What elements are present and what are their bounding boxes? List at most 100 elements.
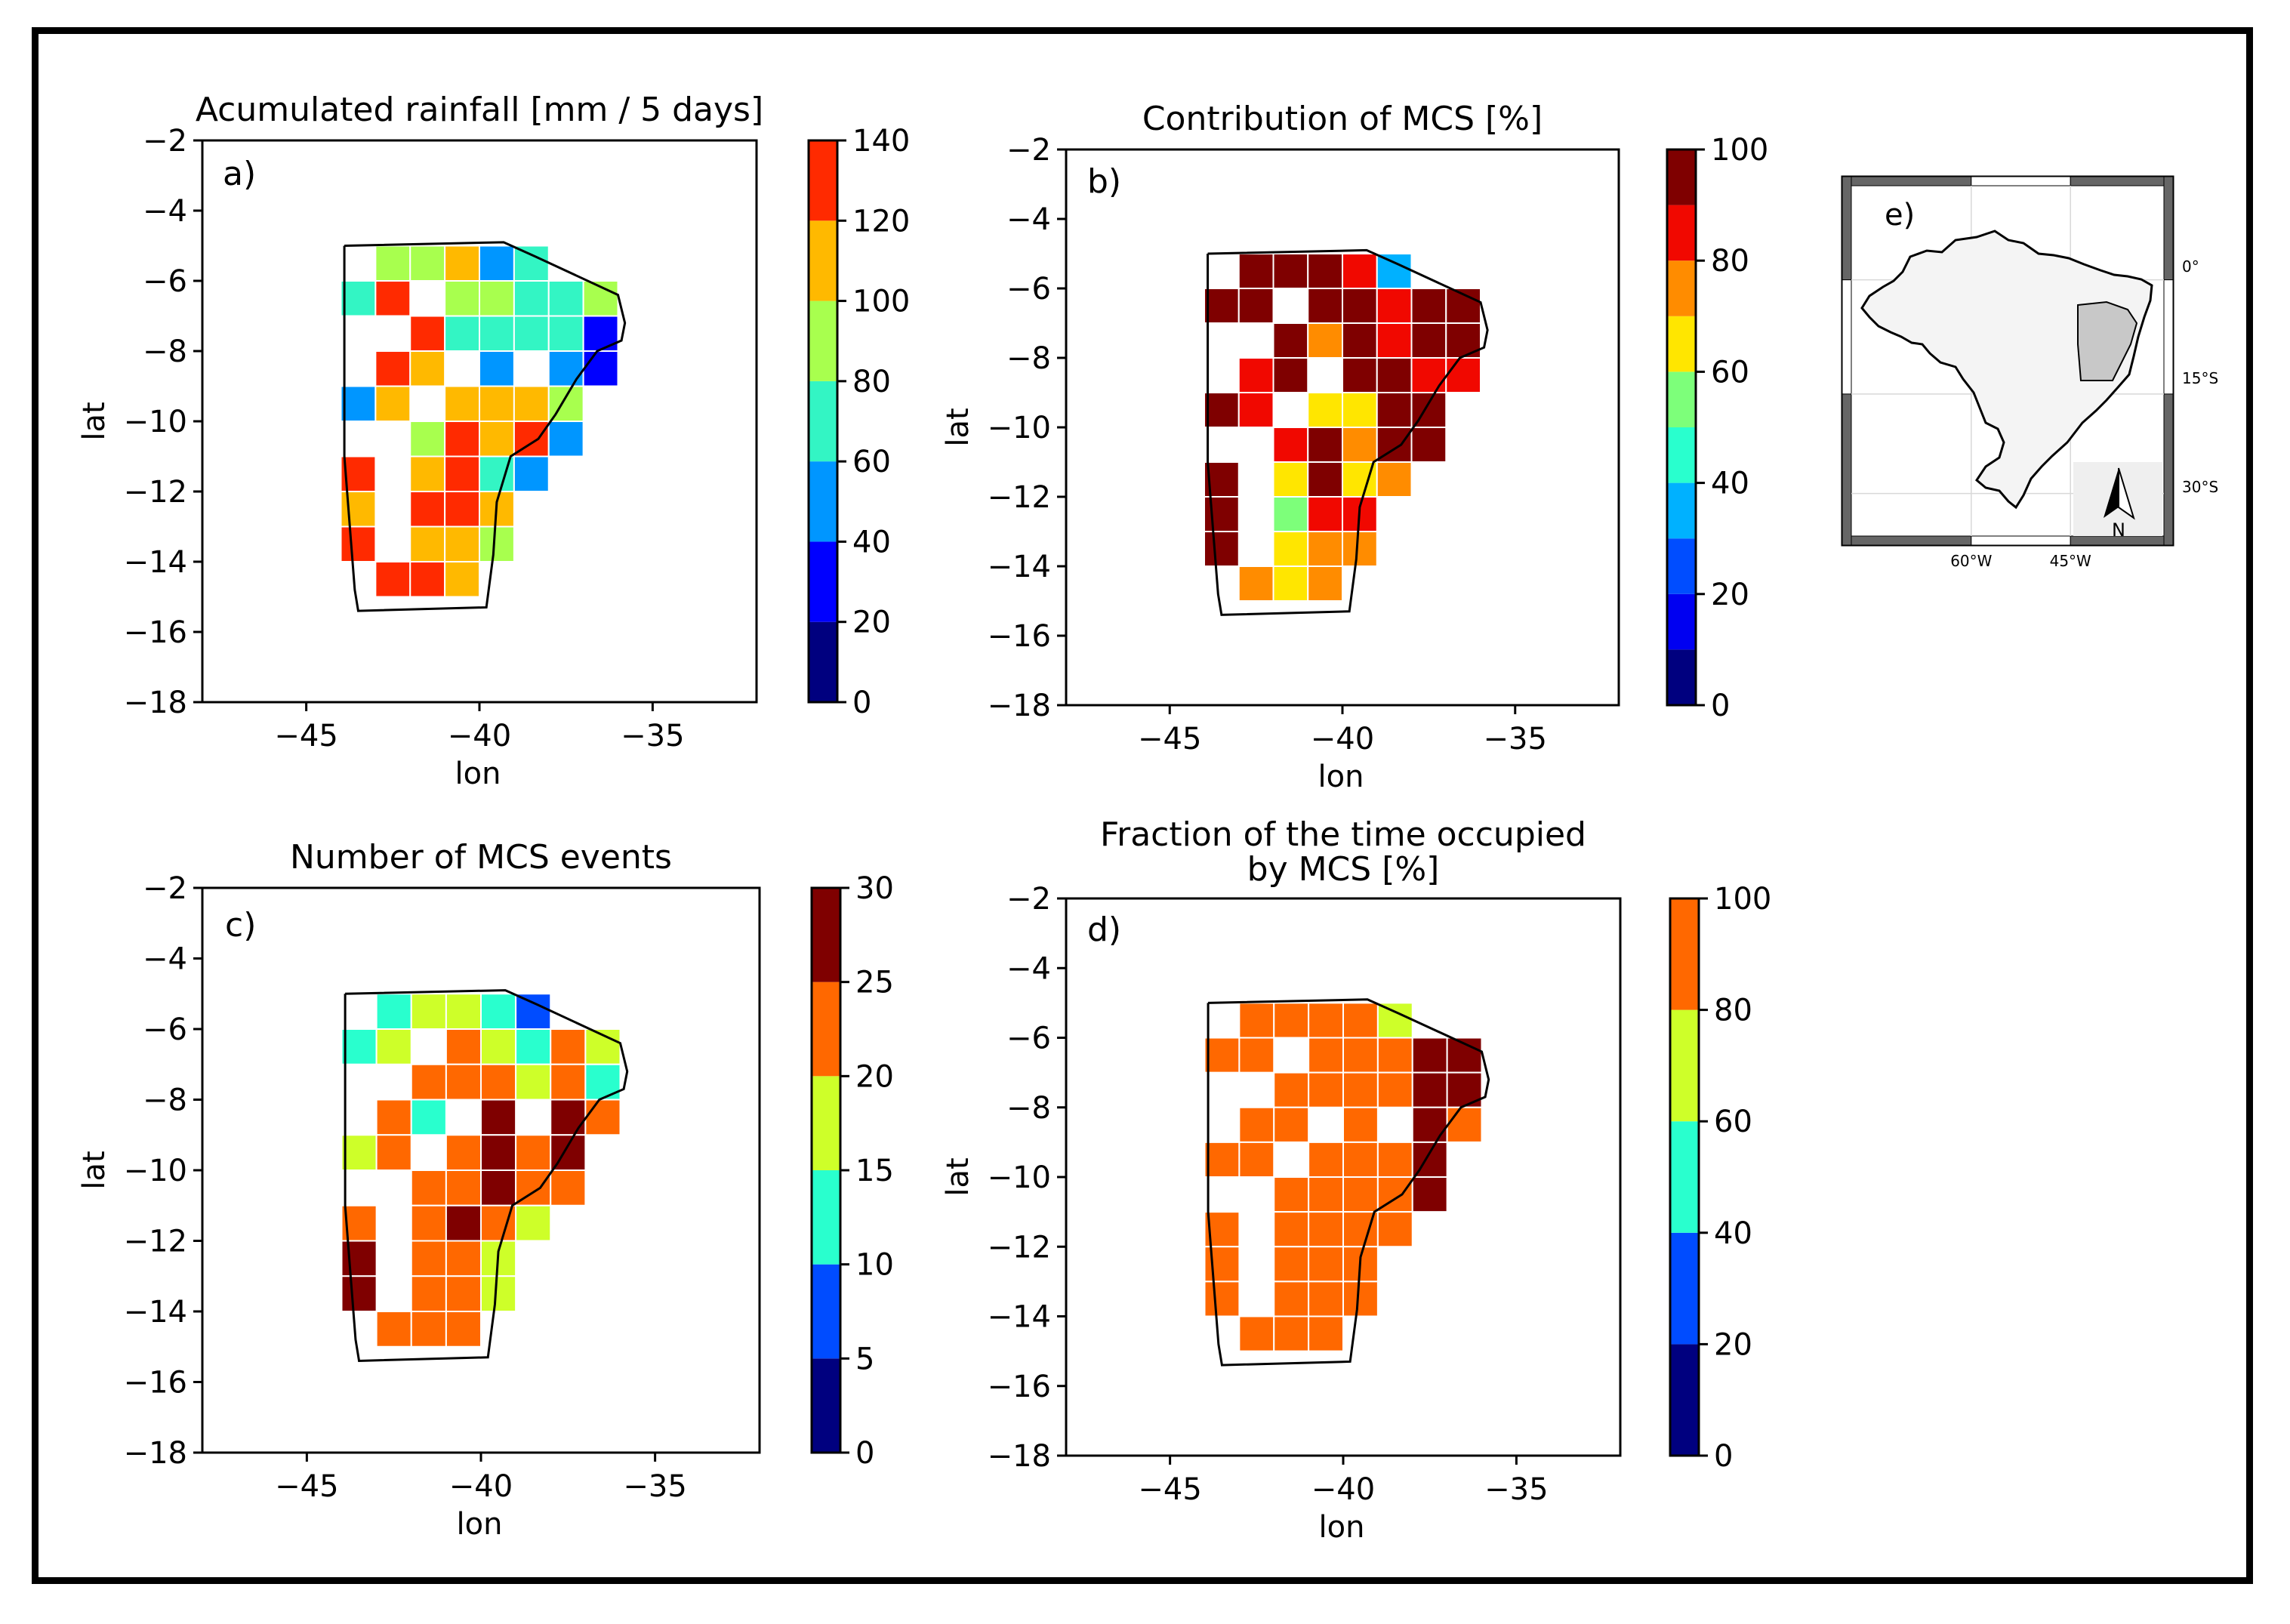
x-axis-label: lon: [455, 757, 501, 791]
x-tick-label: −40: [449, 1469, 513, 1504]
colorbar-tick-label: 30: [855, 871, 894, 906]
grid-cell: [1376, 357, 1413, 393]
colorbar-segment: [1670, 1009, 1699, 1122]
grid-cell: [444, 561, 480, 598]
panel-label: e): [1885, 198, 1915, 233]
grid-cell: [513, 280, 550, 317]
grid-cell: [409, 350, 446, 387]
colorbar-tick-label: 20: [855, 1059, 894, 1094]
grid-cell: [340, 280, 377, 317]
y-axis-label: lat: [941, 408, 975, 446]
grid-cell: [479, 421, 515, 458]
colorbar-tick-label: 20: [1714, 1327, 1752, 1362]
grid-cell: [409, 525, 446, 562]
y-tick-label: −8: [143, 1083, 187, 1118]
grid-cell: [1342, 427, 1378, 463]
grid-cell: [1238, 1315, 1275, 1352]
grid-cell: [410, 993, 447, 1030]
colorbar-tick-label: 120: [852, 204, 910, 239]
y-tick-label: −16: [124, 615, 187, 650]
grid-cell: [1204, 496, 1240, 532]
colorbar-segment: [1667, 427, 1696, 483]
grid-cell: [1445, 322, 1481, 359]
grid-cell: [1307, 427, 1343, 463]
colorbar-segment: [1667, 538, 1696, 594]
colorbar-segment: [809, 381, 837, 462]
grid-cell: [550, 1099, 587, 1136]
grid-cell: [1376, 1071, 1413, 1108]
colorbar-segment: [1667, 316, 1696, 372]
colorbar-frame: [1669, 897, 1700, 1457]
grid-cell: [1238, 1037, 1275, 1074]
grid-cell: [479, 245, 515, 282]
colorbar-segment: [1667, 482, 1696, 539]
grid-cell: [513, 315, 550, 352]
grid-cell: [341, 1028, 378, 1065]
grid-cell: [1342, 1106, 1379, 1143]
grid-cell: [480, 1028, 517, 1065]
region-outline: [1207, 248, 1489, 616]
grid-cell: [374, 561, 411, 598]
grid-cell: [1411, 1141, 1448, 1178]
x-tick-label: −35: [623, 1469, 686, 1504]
grid-cell: [1273, 1071, 1310, 1108]
grid-cell: [550, 1063, 587, 1101]
grid-cell: [375, 1311, 412, 1348]
grid-cell: [444, 525, 480, 562]
colorbar-segment: [1667, 205, 1696, 261]
grid-cell: [1273, 1280, 1310, 1317]
grid-cell: [1204, 1141, 1241, 1178]
colorbar-segment: [809, 220, 837, 301]
grid-cell: [374, 280, 411, 317]
grid-cell: [445, 993, 482, 1030]
grid-cell: [515, 1063, 552, 1101]
colorbar-segment: [1667, 649, 1696, 705]
x-tick-label: −40: [448, 719, 511, 753]
y-tick-label: −18: [124, 1436, 187, 1471]
y-tick-label: −10: [988, 1160, 1051, 1195]
grid-cell: [1272, 357, 1309, 393]
grid-cell: [1342, 392, 1378, 428]
inset-border-segment: [2163, 176, 2174, 281]
grid-cell: [515, 1134, 552, 1171]
x-tick-label: −40: [1311, 722, 1374, 757]
y-tick-label: −14: [988, 550, 1051, 584]
region-outline: [343, 241, 627, 612]
grid-cell: [1273, 1315, 1310, 1352]
grid-cell: [1307, 461, 1343, 498]
grid-cell: [444, 421, 480, 458]
grid-cell: [1445, 357, 1481, 393]
grid-cell: [1342, 288, 1378, 324]
y-tick-label: −18: [988, 689, 1051, 723]
x-axis-label: lon: [457, 1507, 503, 1542]
grid-cell: [374, 350, 411, 387]
grid-cell: [445, 1028, 482, 1065]
colorbar-tick-label: 25: [855, 966, 894, 1000]
chart-title: Contribution of MCS [%]: [1142, 100, 1543, 138]
colorbar-segment: [1670, 1344, 1699, 1456]
grid-cell: [1237, 565, 1274, 602]
y-tick-label: −6: [143, 1012, 187, 1047]
grid-cell: [515, 1169, 552, 1206]
lat-label: 15°S: [2182, 369, 2218, 387]
grid-cell: [1273, 1106, 1310, 1143]
grid-cell: [1308, 1071, 1344, 1108]
y-tick-label: −2: [1006, 133, 1051, 168]
grid-cell: [550, 1169, 587, 1206]
colorbar-tick-label: 140: [852, 124, 910, 159]
grid-cell: [480, 1169, 517, 1206]
y-tick-label: −10: [124, 1154, 187, 1188]
y-tick-label: −16: [988, 1370, 1051, 1404]
colorbar-segment: [809, 541, 837, 622]
y-tick-label: −8: [1006, 341, 1051, 376]
colorbar-tick-label: 0: [852, 686, 871, 720]
y-tick-label: −8: [143, 334, 187, 369]
grid-cell: [375, 1099, 412, 1136]
colorbar-tick-label: 40: [1714, 1216, 1752, 1251]
grid-cell: [444, 385, 480, 422]
x-tick-label: −45: [274, 719, 337, 753]
colorbar-tick-label: 10: [855, 1248, 894, 1283]
grid-cell: [445, 1240, 482, 1277]
colorbar-frame: [1666, 148, 1697, 707]
grid-cell: [1237, 357, 1274, 393]
